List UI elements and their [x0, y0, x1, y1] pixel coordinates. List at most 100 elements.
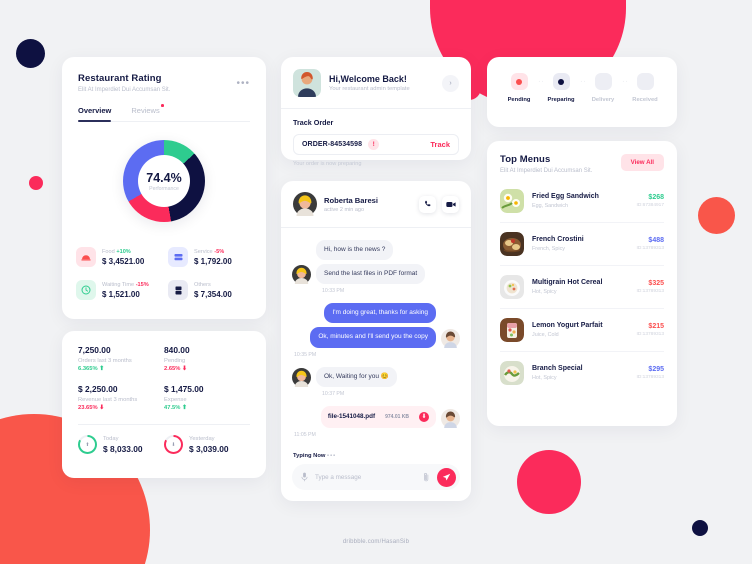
step-received[interactable]: Received [627, 73, 663, 103]
step-pending[interactable]: Pending [501, 73, 537, 103]
stat-others: Others $ 7,354.00 [168, 280, 252, 300]
chevron-right-icon[interactable]: › [442, 74, 459, 92]
welcome-divider [281, 108, 471, 109]
menu-item-price: $215 [648, 322, 664, 330]
menu-item-name: Multigrain Hot Cereal [532, 279, 603, 287]
decorative-circle-navy-large [16, 39, 45, 68]
expense-number: $ 1,475.00 [164, 384, 204, 394]
expense-label: Expense [164, 396, 187, 403]
menu-item-meta: $268 ID:67384917 [637, 194, 664, 209]
paperclip-icon[interactable] [423, 472, 430, 482]
track-order-title: Track Order [293, 118, 334, 127]
menu-item-name: Branch Special [532, 365, 583, 373]
step-preparing-indicator-icon [552, 73, 570, 90]
welcome-track-card: Hi,Welcome Back! Your restaurant admin t… [281, 57, 471, 167]
chat-timestamp: 10:33 PM [322, 288, 345, 295]
revenue-delta: 23.65% ⬇ [78, 405, 105, 411]
orders-label: Orders last 3 months [78, 357, 132, 364]
top-menus-title: Top Menus [500, 154, 551, 165]
today-summary: ⬆ Today $ 8,033.00 [78, 435, 164, 454]
step-delivery[interactable]: Delivery [585, 73, 621, 103]
tab-reviews[interactable]: Reviews [131, 104, 164, 122]
revenue-label: Revenue last 3 months [78, 396, 138, 403]
download-icon[interactable]: ⬇ [419, 411, 429, 422]
step-pending-label: Pending [507, 97, 531, 103]
clock-icon [76, 280, 96, 300]
menu-thumbnail [500, 275, 524, 299]
tab-overview[interactable]: Overview [78, 106, 112, 122]
menu-item-category: Egg, Sandwich [532, 202, 568, 209]
finance-daily-row: ⬆ Today $ 8,033.00 ⬇ Yesterday $ 3,039.0… [78, 435, 250, 454]
restaurant-rating-card: Restaurant Rating Elit At Imperdiet Dui … [62, 57, 266, 319]
service-icon [168, 247, 188, 267]
order-status-stepper: Pending ······· Preparing ······· Delive… [487, 57, 677, 127]
food-dome-icon [76, 247, 96, 267]
donut-percent: 74.4% [146, 170, 182, 185]
menu-item-category: Hot, Spicy [532, 288, 557, 295]
menu-thumbnail [500, 318, 524, 342]
list-item[interactable]: Branch Special Hot, Spicy $295 ID:137893… [500, 352, 664, 394]
stat-food-delta: +10% [116, 248, 131, 255]
message-composer[interactable] [292, 464, 460, 490]
typing-label: Typing Now [293, 453, 326, 459]
step-connector: ······· [537, 78, 543, 85]
list-item[interactable]: Fried Egg Sandwich Egg, Sandwich $268 ID… [500, 180, 664, 223]
step-received-indicator-icon [636, 73, 654, 90]
orders-number: 7,250.00 [78, 345, 111, 355]
menu-item-category: French, Spicy [532, 245, 565, 252]
tab-reviews-badge-icon [161, 104, 164, 107]
menu-item-price: $488 [648, 236, 664, 244]
chat-message-row: Hi, how is the news ? [292, 240, 460, 261]
finance-grid: 7,250.00 Orders last 3 months 6.365% ⬆ 8… [78, 345, 250, 411]
chat-message-row: Send the last files in PDF format [292, 264, 460, 285]
list-item[interactable]: Multigrain Hot Cereal Hot, Spicy $325 ID… [500, 266, 664, 309]
stat-waiting-time: Waiting Time -15% $ 1,521.00 [76, 280, 160, 300]
footer-credit: dribbble.com/HasanSib [342, 539, 410, 545]
chat-bubble-outgoing: I'm doing great, thanks for asking [324, 303, 436, 324]
expense-delta: 47.5% ⬆ [164, 405, 187, 411]
donut-center-label: 74.4% Performance [146, 171, 181, 192]
rating-stats-grid: Food +10% $ 3,4521.00 Service -5% $ 1,79… [62, 247, 266, 300]
video-icon[interactable] [442, 195, 459, 213]
file-size: 974.01 KB [385, 413, 409, 420]
track-order-input-row[interactable]: ORDER-84534598 ! Track [293, 134, 459, 155]
chat-message-row: Ok, Waiting for you 😊 [292, 366, 460, 387]
avatar [293, 192, 317, 216]
stat-waiting-value: $ 1,521.00 [102, 289, 140, 299]
menu-item-name: Fried Egg Sandwich [532, 193, 599, 201]
menu-thumbnail [500, 189, 524, 213]
track-button[interactable]: Track [430, 140, 450, 149]
finance-cell-pending: 840.00 Pending 2.65% ⬇ [164, 345, 250, 372]
menu-item-name: Lemon Yogurt Parfait [532, 322, 603, 330]
view-all-button[interactable]: View All [620, 154, 664, 171]
mic-icon[interactable] [301, 472, 308, 482]
finance-cell-revenue: $ 2,250.00 Revenue last 3 months 23.65% … [78, 384, 164, 411]
phone-icon[interactable] [419, 195, 436, 213]
rating-tabs: Overview Reviews [78, 104, 250, 122]
menu-item-id: ID:67384917 [636, 203, 664, 209]
finance-cell-orders: 7,250.00 Orders last 3 months 6.365% ⬆ [78, 345, 164, 372]
chat-bubble-incoming: Ok, Waiting for you 😊 [316, 366, 397, 387]
today-gauge-icon: ⬆ [78, 435, 97, 454]
donut-caption: Performance [149, 185, 179, 192]
decorative-circle-coral [698, 197, 735, 234]
stat-service-delta: -5% [214, 248, 225, 255]
chat-header: Roberta Baresi active 2 min ago [281, 181, 471, 227]
chat-bubble-outgoing: Ok, minutes and I'll send you the copy [310, 327, 436, 348]
message-input[interactable] [315, 473, 416, 481]
send-icon[interactable] [437, 467, 456, 487]
menu-item-price: $268 [648, 193, 664, 201]
stat-others-value: $ 7,354.00 [194, 289, 232, 299]
stat-service-name: Service [194, 248, 213, 255]
menu-item-id: ID:13789313 [636, 289, 664, 295]
list-item[interactable]: Lemon Yogurt Parfait Juice, Cold $215 ID… [500, 309, 664, 352]
chat-bubble-file[interactable]: file-1541048.pdf 974.01 KB ⬇ [320, 405, 436, 428]
step-preparing[interactable]: Preparing [543, 73, 579, 103]
today-label: Today [103, 435, 119, 442]
list-item[interactable]: French Crostini French, Spicy $488 ID:13… [500, 223, 664, 266]
step-delivery-label: Delivery [591, 97, 615, 103]
more-options-icon[interactable]: ••• [236, 78, 250, 89]
menu-item-meta: $215 ID:13789313 [637, 323, 664, 338]
chat-card: Roberta Baresi active 2 min ago Hi, how … [281, 181, 471, 501]
step-connector: ······· [621, 78, 627, 85]
